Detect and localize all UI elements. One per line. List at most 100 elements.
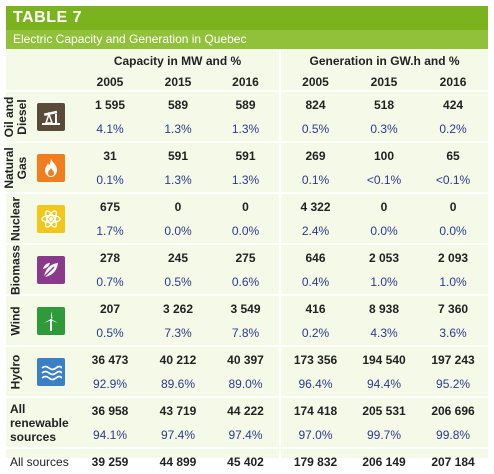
generation-percent: 0.2% — [439, 122, 467, 136]
wind-turbine-icon — [37, 306, 65, 335]
generation-value: 197 243 — [418, 345, 489, 372]
table-row: Natural Gas 31 591 591 269 100 65 — [2, 141, 489, 193]
generation-header: Generation in GW.h and % — [279, 49, 489, 73]
generation-percent: 96.4% — [279, 372, 351, 397]
row-label: Natural Gas — [2, 146, 29, 189]
water-waves-icon — [37, 357, 65, 386]
table-row: Hydro 36 473 40 212 40 397 173 356 194 540 197… — [6, 345, 489, 397]
table-row: Oil and Diesel 1 595 589 589 824 518 424 — [2, 90, 489, 142]
capacity-percent: 0.0% — [164, 224, 192, 238]
capacity-value: 36 958 — [76, 396, 144, 423]
generation-value: 2 053 — [350, 243, 419, 270]
row-label: Biomass — [8, 244, 23, 295]
row-icon-cell — [26, 90, 76, 142]
table-row: 92.9% 89.6% 89.0% 96.4% 94.4% 95.2% — [6, 372, 488, 397]
generation-percent: 0.5% — [279, 117, 351, 142]
generation-value: 100 — [350, 141, 419, 168]
row-label: Wind — [8, 305, 23, 336]
capacity-percent: 94.1% — [92, 428, 128, 442]
capacity-value: 45 402 — [212, 447, 281, 474]
row-icon-cell — [26, 345, 76, 397]
generation-value: 0 — [350, 192, 419, 219]
generation-percent: <0.1% — [435, 173, 471, 187]
generation-percent: 99.7% — [367, 428, 402, 442]
generation-percent: 94.4% — [367, 377, 402, 391]
generation-value: 206 696 — [418, 396, 489, 423]
generation-percent: 97.0% — [279, 423, 351, 448]
table-row: All renewable sources 36 958 43 719 44 222 17… — [6, 396, 489, 448]
generation-percent: 95.2% — [436, 377, 471, 391]
generation-value: 416 — [279, 294, 351, 321]
capacity-value: 1 595 — [76, 90, 144, 117]
oil-pump-icon — [37, 102, 65, 131]
capacity-value: 589 — [212, 90, 281, 117]
year-header: 2015 — [370, 74, 398, 89]
table-row: 4.1% 1.3% 1.3% 0.5% 0.3% 0.2% — [6, 117, 488, 142]
year-header: 2016 — [439, 74, 467, 89]
capacity-percent: 1.7% — [96, 224, 124, 238]
capacity-percent: 92.9% — [92, 377, 128, 391]
row-label: Oil and Diesel — [2, 96, 29, 137]
table-row: All sources 39 259 44 899 45 402 179 832 206 … — [6, 447, 489, 474]
capacity-percent: 97.4% — [160, 428, 196, 442]
capacity-percent: 1.3% — [164, 122, 192, 136]
row-icon-cell — [26, 141, 76, 193]
capacity-percent: 0.5% — [96, 326, 124, 340]
generation-percent: 0.0% — [439, 224, 467, 238]
generation-percent: 0.4% — [279, 270, 351, 295]
generation-percent: 0.2% — [279, 321, 351, 346]
row-label-cell: Biomass — [6, 243, 26, 295]
capacity-percent: 89.6% — [160, 377, 196, 391]
table-title: TABLE 7 — [6, 6, 488, 30]
capacity-percent: 89.0% — [228, 377, 263, 391]
capacity-percent: 0.1% — [96, 173, 124, 187]
capacity-value: 675 — [76, 192, 144, 219]
table-row: 0.1% 1.3% 1.3% 0.1% <0.1% <0.1% — [6, 168, 488, 193]
table-row: 1.7% 0.0% 0.0% 2.4% 0.0% 0.0% — [6, 219, 488, 244]
leaf-icon — [37, 255, 65, 284]
generation-value: 4 322 — [279, 192, 351, 219]
generation-value: 174 418 — [279, 396, 351, 423]
generation-percent: 4.3% — [370, 326, 398, 340]
flame-icon — [37, 153, 65, 182]
capacity-header: Capacity in MW and % — [113, 54, 242, 68]
capacity-value: 245 — [144, 243, 212, 270]
generation-value: 194 540 — [350, 345, 419, 372]
generation-value: 8 938 — [350, 294, 419, 321]
generation-percent: 0.1% — [279, 168, 351, 193]
generation-value: 2 093 — [418, 243, 489, 270]
generation-value: 179 832 — [279, 447, 351, 474]
row-label-cell: Nuclear — [6, 192, 26, 244]
generation-percent: 0.3% — [370, 122, 398, 136]
capacity-value: 207 — [76, 294, 144, 321]
row-icon-cell — [26, 192, 76, 244]
all-sources-label: All sources — [6, 447, 76, 474]
row-label-cell: Natural Gas — [2, 141, 29, 193]
generation-value: 173 356 — [279, 345, 351, 372]
capacity-percent: 7.8% — [231, 326, 260, 340]
row-label-cell: Hydro — [6, 345, 26, 397]
atom-icon — [37, 204, 65, 233]
capacity-value: 3 262 — [144, 294, 212, 321]
row-label-cell: Wind — [6, 294, 26, 346]
capacity-value: 40 212 — [144, 345, 212, 372]
table-row: 94.1% 97.4% 97.4% 97.0% 99.7% 99.8% — [6, 423, 488, 448]
generation-value: 646 — [279, 243, 351, 270]
capacity-percent: 4.1% — [96, 122, 124, 136]
capacity-percent: 7.3% — [164, 326, 192, 340]
capacity-percent: 0.6% — [231, 275, 260, 289]
generation-value: 205 531 — [350, 396, 419, 423]
generation-value: 269 — [279, 141, 351, 168]
capacity-percent: 1.3% — [231, 122, 260, 136]
row-label: Hydro — [8, 354, 23, 389]
capacity-value: 0 — [144, 192, 212, 219]
capacity-value: 43 719 — [144, 396, 212, 423]
row-icon-cell — [26, 243, 76, 295]
table-row: Wind 207 3 262 3 549 416 8 938 7 360 — [6, 294, 489, 346]
table-subtitle: Electric Capacity and Generation in Queb… — [6, 30, 488, 49]
generation-percent: 2.4% — [279, 219, 351, 244]
generation-percent: 3.6% — [439, 326, 467, 340]
capacity-value: 591 — [144, 141, 212, 168]
row-label-cell: Oil and Diesel — [2, 90, 29, 142]
capacity-value: 275 — [212, 243, 281, 270]
